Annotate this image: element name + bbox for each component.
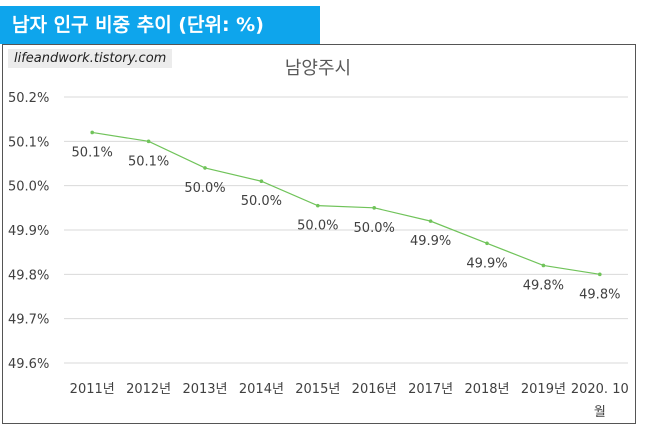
x-tick-label: 2016년 bbox=[352, 382, 397, 397]
data-point bbox=[541, 263, 546, 268]
series-line bbox=[92, 131, 600, 275]
x-tick-label: 2012년 bbox=[126, 382, 171, 397]
chart-title: 남양주시 bbox=[285, 58, 351, 79]
data-point bbox=[372, 206, 377, 210]
data-point bbox=[146, 139, 151, 144]
x-tick-label: 2013년 bbox=[182, 382, 227, 397]
data-point bbox=[259, 179, 264, 184]
data-label: 50.0% bbox=[241, 194, 282, 209]
y-tick-label: 50.2% bbox=[8, 91, 49, 106]
y-tick-label: 49.7% bbox=[8, 313, 49, 328]
x-tick-label: 2011년 bbox=[70, 382, 115, 397]
data-label: 50.0% bbox=[184, 181, 225, 196]
x-tick-label: 2019년 bbox=[521, 382, 566, 397]
data-point bbox=[203, 166, 207, 170]
data-label: 49.8% bbox=[579, 287, 620, 302]
watermark-label: lifeandwork.tistory.com bbox=[8, 49, 173, 68]
header-bar: 남자 인구 비중 추이 (단위: %) bbox=[0, 6, 320, 44]
y-tick-label: 50.1% bbox=[8, 135, 49, 150]
data-point bbox=[598, 272, 602, 277]
data-label: 49.8% bbox=[523, 278, 564, 293]
data-label: 50.0% bbox=[297, 219, 338, 234]
y-tick-label: 49.8% bbox=[8, 268, 49, 283]
x-tick-label: 2017년 bbox=[408, 382, 453, 397]
data-label: 50.1% bbox=[128, 154, 169, 169]
y-tick-label: 49.9% bbox=[8, 224, 49, 239]
data-label: 50.1% bbox=[72, 145, 113, 160]
data-point bbox=[428, 219, 433, 223]
x-tick-label: 2015년 bbox=[295, 382, 340, 397]
x-tick-label: 2014년 bbox=[239, 382, 284, 397]
data-label: 49.9% bbox=[466, 256, 507, 271]
chart-frame bbox=[2, 44, 636, 424]
x-tick-label: 2020. 10 월 bbox=[571, 382, 629, 420]
y-tick-label: 49.6% bbox=[8, 357, 49, 372]
data-point bbox=[485, 241, 489, 246]
y-tick-label: 50.0% bbox=[8, 180, 49, 195]
page-title: 남자 인구 비중 추이 (단위: %) bbox=[12, 14, 264, 36]
x-tick-label: 2018년 bbox=[464, 382, 509, 397]
data-label: 50.0% bbox=[354, 221, 395, 236]
data-point bbox=[316, 203, 320, 208]
data-label: 49.9% bbox=[410, 234, 451, 249]
data-point bbox=[90, 130, 94, 135]
